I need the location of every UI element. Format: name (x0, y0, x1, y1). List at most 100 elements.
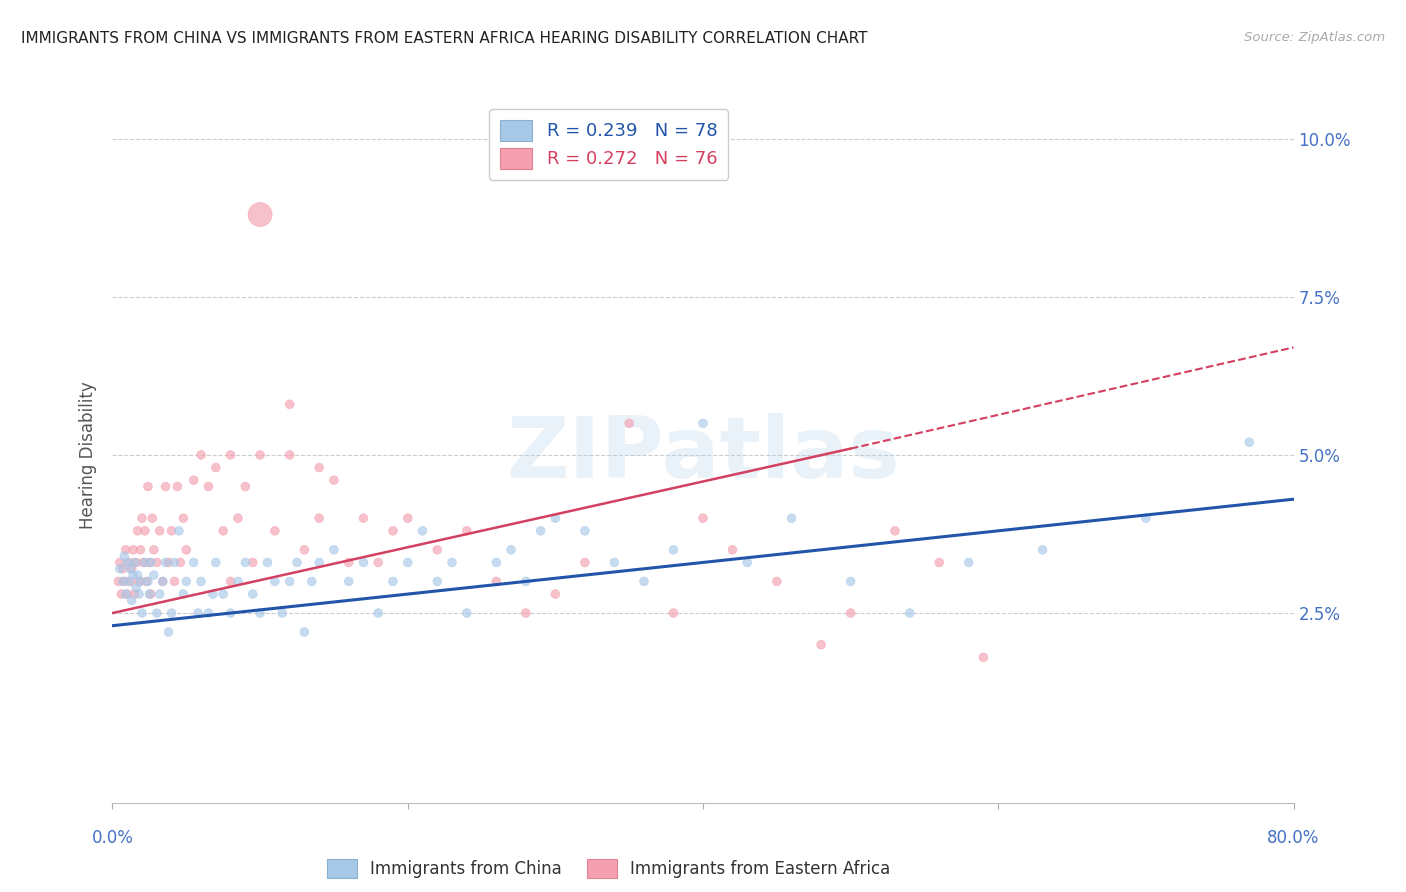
Point (285, 556, 308, 570)
Point (142, 568, 165, 582)
Point (212, 524, 235, 538)
Point (382, 574, 405, 589)
Point (839, 606, 862, 620)
Point (149, 587, 172, 601)
Point (138, 556, 160, 570)
Point (367, 556, 389, 570)
Point (141, 511, 163, 525)
Point (692, 417, 714, 431)
Point (157, 625, 180, 640)
Point (337, 556, 360, 570)
Point (1239, 435, 1261, 450)
Point (118, 556, 141, 570)
Point (721, 542, 744, 557)
Point (662, 606, 685, 620)
Point (219, 606, 242, 620)
Legend: Immigrants from China, Immigrants from Eastern Africa: Immigrants from China, Immigrants from E… (321, 853, 897, 885)
Point (515, 606, 537, 620)
Point (146, 606, 169, 620)
Point (884, 524, 907, 538)
Point (382, 524, 405, 538)
Point (122, 568, 145, 582)
Point (127, 568, 149, 582)
Point (839, 574, 862, 589)
Point (114, 587, 136, 601)
Point (138, 587, 160, 601)
Point (139, 556, 162, 570)
Point (226, 574, 249, 589)
Point (292, 542, 315, 557)
Point (136, 479, 159, 493)
Point (426, 542, 449, 557)
Point (501, 542, 523, 557)
Point (118, 574, 141, 589)
Point (544, 587, 567, 601)
Point (124, 587, 146, 601)
Point (308, 556, 330, 570)
Point (633, 574, 655, 589)
Point (163, 574, 186, 589)
Point (112, 574, 135, 589)
Point (264, 524, 287, 538)
Point (292, 625, 315, 640)
Point (278, 448, 301, 462)
Point (308, 460, 330, 475)
Point (249, 448, 271, 462)
Point (603, 556, 626, 570)
Point (396, 556, 419, 570)
Point (111, 574, 134, 589)
Point (114, 542, 136, 557)
Point (122, 542, 145, 557)
Point (737, 556, 759, 570)
Point (485, 574, 508, 589)
Point (337, 574, 360, 589)
Point (233, 556, 256, 570)
Point (129, 574, 152, 589)
Point (898, 606, 921, 620)
Point (197, 606, 219, 620)
Point (120, 562, 142, 576)
Point (136, 574, 159, 589)
Point (226, 511, 249, 525)
Point (692, 511, 714, 525)
Point (256, 556, 278, 570)
Point (426, 574, 449, 589)
Point (323, 542, 346, 557)
Point (108, 556, 131, 570)
Point (271, 606, 294, 620)
Point (780, 511, 803, 525)
Point (142, 542, 165, 557)
Point (201, 587, 224, 601)
Point (121, 593, 143, 607)
Point (249, 606, 271, 620)
Point (131, 511, 153, 525)
Point (127, 524, 149, 538)
Point (135, 574, 157, 589)
Point (146, 556, 169, 570)
Point (456, 524, 478, 538)
Point (139, 587, 162, 601)
Point (190, 448, 212, 462)
Point (155, 479, 177, 493)
Point (242, 587, 264, 601)
Point (160, 606, 183, 620)
Point (574, 524, 596, 538)
Point (160, 524, 183, 538)
Text: IMMIGRANTS FROM CHINA VS IMMIGRANTS FROM EASTERN AFRICA HEARING DISABILITY CORRE: IMMIGRANTS FROM CHINA VS IMMIGRANTS FROM… (21, 31, 868, 46)
Point (128, 574, 150, 589)
Point (219, 448, 242, 462)
Point (120, 574, 142, 589)
Point (352, 556, 374, 570)
Point (107, 574, 129, 589)
Point (810, 638, 832, 652)
Point (456, 606, 478, 620)
Point (157, 556, 180, 570)
Point (1135, 511, 1157, 525)
Point (485, 556, 508, 570)
Point (205, 460, 228, 475)
Point (928, 556, 950, 570)
Point (278, 574, 301, 589)
Point (242, 556, 264, 570)
Point (367, 606, 389, 620)
Point (278, 397, 301, 411)
